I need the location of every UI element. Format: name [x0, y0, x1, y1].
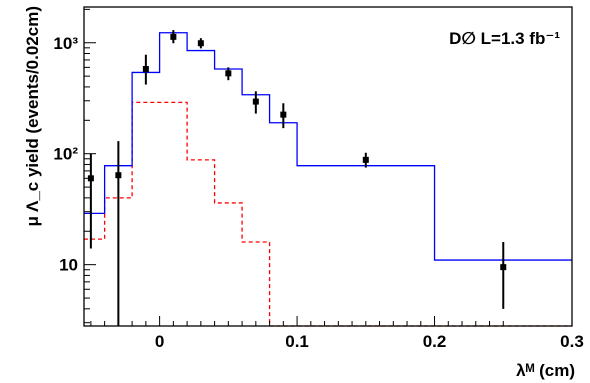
series-total-histogram — [84, 32, 572, 261]
data-point-5 — [225, 70, 232, 77]
data-point-8 — [362, 156, 369, 163]
y-tick-label: 10 — [59, 256, 78, 275]
x-axis-label: λᴹ (cm) — [516, 361, 575, 380]
x-tick-label: 0.2 — [423, 332, 447, 351]
data-point-3 — [170, 33, 177, 40]
plot-frame — [83, 6, 573, 327]
data-point-0 — [87, 175, 94, 182]
series-data-points — [87, 30, 507, 326]
y-tick-label: 10³ — [53, 34, 78, 53]
axis-ticks — [84, 8, 504, 326]
x-tick-label: 0.3 — [560, 332, 584, 351]
data-point-9 — [500, 264, 507, 271]
x-tick-label: 0 — [155, 332, 164, 351]
data-point-4 — [197, 40, 204, 47]
tick-labels: 0 0.1 0.2 0.3 10 10² 10³ — [53, 34, 583, 351]
total-histogram-line — [84, 32, 572, 261]
series-background-histogram — [84, 101, 572, 327]
data-point-2 — [142, 66, 149, 73]
y-axis-label: μ Λ_c yield (events/0.02cm) — [23, 6, 42, 227]
data-point-1 — [115, 172, 122, 179]
data-point-7 — [280, 111, 287, 118]
data-point-6 — [252, 98, 259, 105]
annotation-label: D∅ L=1.3 fb⁻¹ — [449, 29, 560, 48]
background-histogram-line — [84, 101, 572, 327]
y-tick-label: 10² — [53, 145, 78, 164]
x-tick-label: 0.1 — [285, 332, 309, 351]
